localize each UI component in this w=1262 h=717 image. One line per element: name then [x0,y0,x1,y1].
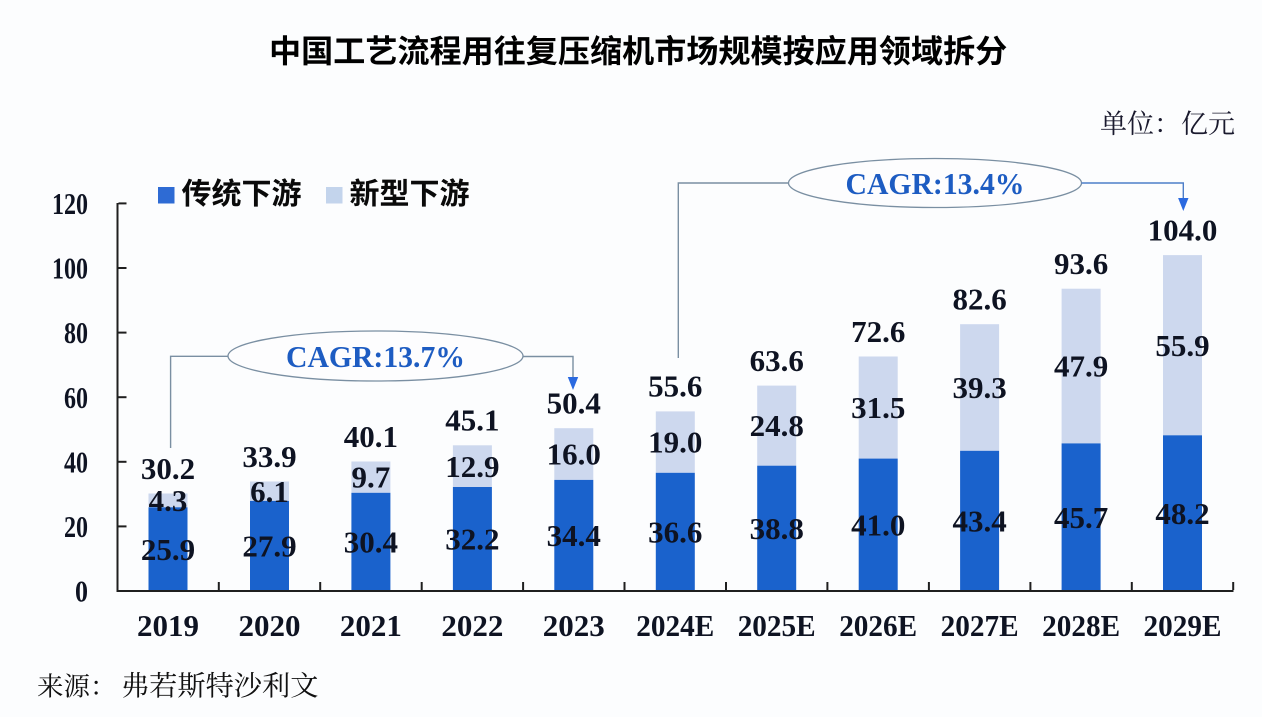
svg-text:0: 0 [75,574,88,609]
svg-text:2025E: 2025E [738,608,816,643]
svg-text:104.0: 104.0 [1148,212,1218,247]
svg-text:45.1: 45.1 [445,403,499,438]
svg-text:31.5: 31.5 [851,390,905,425]
svg-text:2023: 2023 [543,608,605,643]
svg-text:2029E: 2029E [1144,608,1222,643]
svg-text:12.9: 12.9 [445,449,499,484]
svg-text:CAGR:13.7%: CAGR:13.7% [286,339,465,374]
svg-text:2026E: 2026E [839,608,917,643]
svg-text:33.9: 33.9 [242,439,296,474]
svg-text:19.0: 19.0 [648,425,702,460]
svg-text:39.3: 39.3 [952,370,1006,405]
svg-text:50.4: 50.4 [547,386,601,421]
svg-text:24.8: 24.8 [750,408,804,443]
svg-text:2027E: 2027E [941,608,1019,643]
svg-text:93.6: 93.6 [1054,246,1108,281]
svg-text:9.7: 9.7 [352,460,391,495]
svg-text:27.9: 27.9 [242,529,296,564]
svg-text:2024E: 2024E [636,608,714,643]
svg-text:2021: 2021 [340,608,402,643]
svg-text:2019: 2019 [137,608,199,643]
svg-text:60: 60 [64,380,88,415]
svg-text:100: 100 [52,251,88,286]
svg-text:47.9: 47.9 [1054,349,1108,384]
svg-text:CAGR:13.4%: CAGR:13.4% [846,166,1025,201]
svg-text:30.2: 30.2 [141,451,195,486]
svg-text:72.6: 72.6 [851,314,905,349]
svg-text:43.4: 43.4 [952,504,1006,539]
svg-text:2022: 2022 [441,608,503,643]
svg-text:63.6: 63.6 [750,343,804,378]
svg-text:2020: 2020 [239,608,301,643]
svg-text:2028E: 2028E [1042,608,1120,643]
svg-text:48.2: 48.2 [1155,496,1209,531]
svg-text:80: 80 [64,315,88,350]
svg-text:20: 20 [64,509,88,544]
svg-text:25.9: 25.9 [141,532,195,567]
svg-text:55.9: 55.9 [1155,328,1209,363]
svg-text:4.3: 4.3 [149,483,188,518]
svg-text:32.2: 32.2 [445,522,499,557]
svg-text:34.4: 34.4 [547,518,601,553]
svg-text:40: 40 [64,444,88,479]
svg-text:55.6: 55.6 [648,369,702,404]
svg-text:45.7: 45.7 [1054,500,1108,535]
svg-text:41.0: 41.0 [851,507,905,542]
svg-text:120: 120 [52,186,88,221]
svg-text:38.8: 38.8 [750,511,804,546]
svg-text:40.1: 40.1 [344,419,398,454]
svg-text:82.6: 82.6 [952,282,1006,317]
svg-text:30.4: 30.4 [344,525,398,560]
svg-text:6.1: 6.1 [250,474,289,509]
svg-text:36.6: 36.6 [648,515,702,550]
svg-text:16.0: 16.0 [547,437,601,472]
